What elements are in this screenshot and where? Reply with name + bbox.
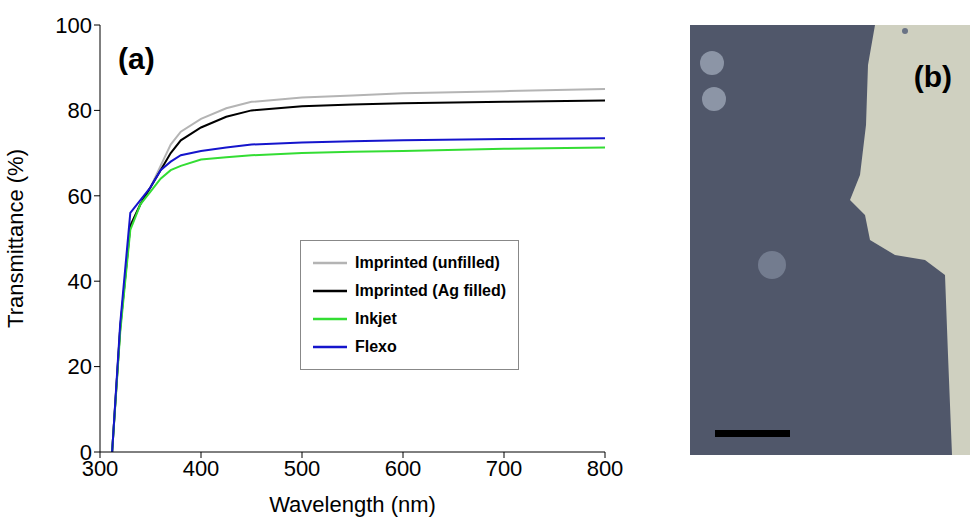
svg-text:60: 60 [68, 184, 92, 209]
html-text:Imprinted (Ag filled): Imprinted (Ag filled) [355, 282, 507, 299]
svg-text:100: 100 [55, 13, 92, 38]
svg-text:300: 300 [81, 455, 119, 481]
svg-text:(b): (b) [914, 60, 952, 93]
svg-text:20: 20 [68, 354, 92, 379]
html-text:(a): (a) [118, 42, 155, 75]
svg-text:Wavelength (nm): Wavelength (nm) [269, 492, 436, 517]
svg-text:40: 40 [68, 269, 92, 294]
svg-text:500: 500 [284, 456, 321, 481]
svg-text:600: 600 [385, 456, 422, 481]
html-text:Flexo: Flexo [355, 338, 397, 355]
svg-text:400: 400 [183, 456, 220, 481]
svg-text:700: 700 [486, 456, 523, 481]
svg-text:0: 0 [80, 440, 92, 465]
svg-text:800: 800 [587, 456, 624, 481]
html-text:Imprinted (unfilled): Imprinted (unfilled) [355, 254, 500, 271]
html-text:Inkjet: Inkjet [355, 310, 397, 327]
svg-text:Transmittance (%): Transmittance (%) [3, 149, 28, 328]
svg-text:80: 80 [68, 98, 92, 123]
